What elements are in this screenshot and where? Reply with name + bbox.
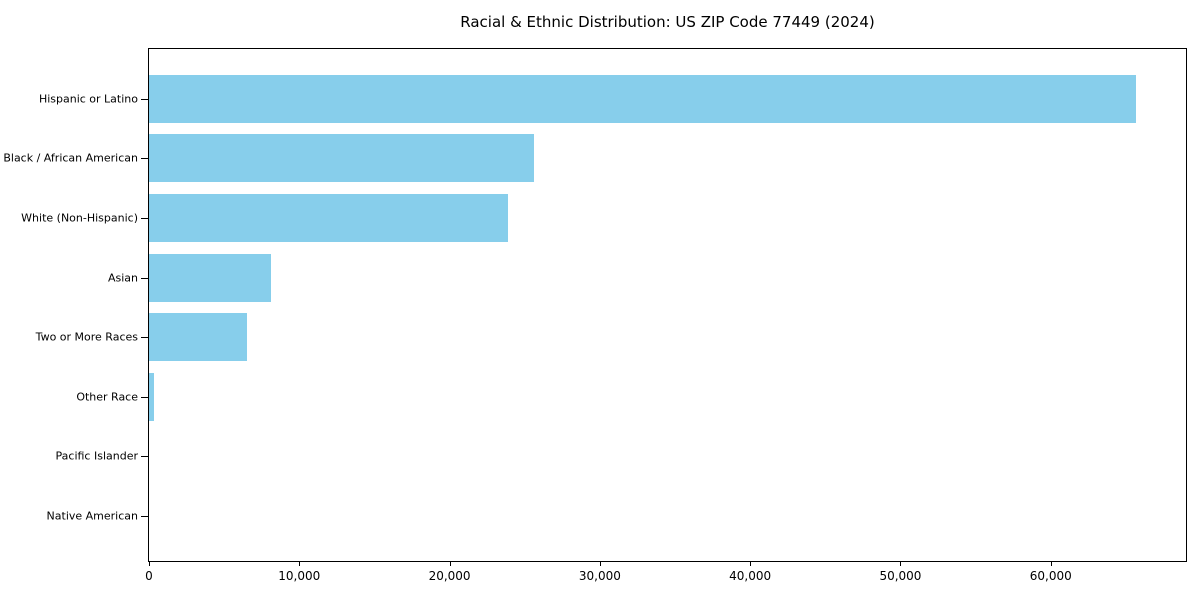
x-tick: [599, 561, 601, 566]
x-tick-label: 30,000: [578, 569, 621, 583]
bars-layer: [149, 49, 1186, 561]
y-axis-layer: Hispanic or Latino Black / African Americ…: [3, 49, 1186, 561]
x-tick-label: 0: [145, 569, 153, 583]
y-tick-label: Other Race: [76, 390, 138, 404]
y-tick: [141, 515, 148, 517]
y-tick-label: Two or More Races: [35, 330, 138, 344]
x-tick-label: 40,000: [729, 569, 772, 583]
x-tick: [299, 561, 301, 566]
x-tick-label: 20,000: [428, 569, 471, 583]
y-tick-label: White (Non-Hispanic): [21, 211, 138, 225]
chart-title: Racial & Ethnic Distribution: US ZIP Cod…: [460, 13, 875, 31]
x-tick: [900, 561, 902, 566]
x-tick: [750, 561, 752, 566]
y-tick-label: Black / African American: [3, 151, 138, 165]
plot-area: Hispanic or Latino Black / African Americ…: [3, 48, 1187, 583]
x-tick-label: 10,000: [278, 569, 321, 583]
x-tick-label: 60,000: [1029, 569, 1072, 583]
y-tick: [141, 456, 148, 458]
bar: [149, 253, 271, 302]
y-tick: [141, 158, 148, 160]
x-tick: [449, 561, 451, 566]
bar: [149, 134, 534, 183]
bar: [149, 193, 509, 242]
x-tick: [1050, 561, 1052, 566]
y-tick: [141, 98, 148, 100]
y-tick-label: Pacific Islander: [55, 449, 138, 463]
y-tick: [141, 396, 148, 398]
y-tick-label: Hispanic or Latino: [38, 92, 138, 106]
bar: [149, 313, 247, 362]
x-tick: [149, 561, 150, 566]
y-tick-label: Asian: [107, 271, 138, 284]
y-tick-label: Native American: [46, 509, 138, 523]
y-tick: [141, 217, 148, 219]
x-axis-layer: 0 10,000 20,000 30,000 40,000 50,000 60,000: [145, 49, 1186, 583]
bar: [149, 372, 154, 421]
x-tick-label: 50,000: [879, 569, 922, 583]
bar: [149, 74, 1137, 123]
y-tick: [141, 337, 148, 339]
y-tick: [141, 277, 148, 279]
